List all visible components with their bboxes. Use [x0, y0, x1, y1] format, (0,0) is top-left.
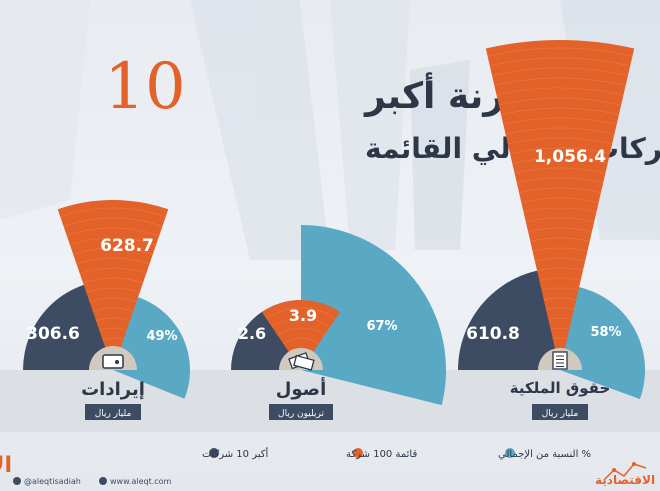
legend: أكبر 10 شركات قائمة 100 شركة % النسبة من… [202, 447, 591, 460]
brand-chart-icon [603, 463, 647, 481]
website: www.aleqt.com [110, 477, 172, 486]
brand-small: الاقتصادية [595, 473, 655, 487]
slice-total-ring [543, 297, 577, 301]
legend-swatch-total [353, 448, 363, 458]
value-label-pct: 67% [366, 319, 397, 334]
slice-total-ring [552, 337, 568, 340]
slice-total-ring [548, 317, 572, 320]
slice-total-ring [76, 257, 150, 265]
value-label-total: 3.9 [289, 306, 317, 325]
slice-total-ring [523, 207, 597, 213]
group-label-revenue: إيرادات [81, 379, 145, 400]
slice-total-ring [539, 277, 581, 281]
title-number: 10 [104, 50, 185, 124]
slice-total-ring [534, 257, 586, 262]
unit-badge-assets [269, 404, 333, 420]
slice-total-ring [519, 187, 601, 193]
slice-total-ring [503, 117, 617, 125]
slice-total-ring [505, 127, 615, 135]
slice-total-ring [550, 327, 570, 330]
slice-total-ring [514, 167, 606, 174]
slice-total-ring [96, 317, 130, 322]
value-label-top10: 306.6 [26, 324, 80, 344]
unit-label-equity: مليار ريال [542, 409, 579, 419]
value-label-pct: 58% [590, 325, 621, 340]
slice-total-ring [521, 197, 599, 203]
slice-total [485, 40, 635, 371]
slice-total-ring [271, 317, 331, 328]
slice-total-ring [487, 47, 633, 57]
slice-total-ring [537, 267, 583, 271]
unit-badge-equity [532, 404, 588, 420]
twitter-icon [13, 477, 21, 485]
unit-label-revenue: مليار ريال [95, 409, 132, 419]
slice-total-ring [73, 247, 153, 255]
slice-total-ring [507, 137, 613, 145]
donut-chart-0: 306.6 628.7 49% [23, 200, 190, 399]
brand-logo: الاقتصادية [0, 453, 12, 478]
slice-total-ring [546, 307, 574, 310]
footer: الاقتصادية @aleqtisadiah www.aleqt.com ا… [0, 453, 655, 487]
slice-pct [301, 225, 447, 406]
slice-total-ring [92, 307, 134, 312]
value-label-pct: 49% [146, 329, 177, 344]
slice-total-ring [494, 77, 626, 86]
document-icon [552, 351, 568, 370]
slice-total-ring [63, 217, 163, 227]
slice-total-ring [516, 177, 604, 184]
slice-total-ring [99, 327, 127, 331]
slice-total-ring [498, 97, 622, 106]
legend-label-total: قائمة 100 شركة [346, 449, 417, 460]
donut-chart-1: 2.6 3.9 67% [231, 225, 447, 406]
slice-total-ring [541, 287, 579, 291]
slice-top10 [458, 268, 560, 370]
slice-total-ring [501, 107, 619, 115]
group-label-equity: حقوق الملكية [510, 379, 611, 397]
slice-total-ring [532, 247, 588, 252]
slice-total-ring [530, 237, 590, 242]
slice-total-ring [69, 237, 157, 246]
unit-label-assets: تريليون ريال [278, 409, 324, 419]
slice-total-ring [282, 337, 320, 344]
group-label-assets: أصول [276, 377, 326, 400]
slice-total-ring [102, 337, 124, 340]
charts: 306.6 628.7 49% 2.6 3.9 67% 610.8 1,056.4 58% [23, 40, 646, 406]
donut-chart-2: 610.8 1,056.4 58% [458, 40, 646, 400]
slice-total-ring [60, 207, 166, 218]
slice-pct [560, 285, 646, 400]
legend-swatch-pct [505, 448, 515, 458]
slice-total-ring [496, 87, 624, 96]
slice-total-ring [89, 297, 137, 303]
slice-total-ring [489, 57, 631, 67]
slice-total-ring [266, 307, 336, 319]
slice-total-ring [512, 157, 608, 164]
cash-icon [288, 352, 315, 371]
slice-total-ring [277, 327, 325, 336]
slice-total-ring [86, 287, 140, 293]
globe-icon [99, 477, 107, 485]
slice-pct [113, 293, 190, 399]
value-label-total: 1,056.4 [534, 147, 606, 167]
slice-total [261, 300, 341, 370]
legend-label-pct: % النسبة من الإجمالي [498, 449, 591, 460]
slice-total-ring [525, 217, 595, 223]
slice-total-ring [492, 67, 628, 76]
value-label-total: 628.7 [100, 236, 154, 256]
value-label-top10: 2.6 [238, 324, 266, 343]
slice-total-ring [510, 147, 610, 154]
unit-badge-revenue [85, 404, 141, 420]
twitter-handle: @aleqtisadiah [24, 477, 81, 486]
labels-band [0, 370, 660, 432]
legend-swatch-top10 [209, 448, 219, 458]
slice-total-ring [82, 277, 144, 284]
slice-total-ring [66, 227, 160, 236]
value-label-top10: 610.8 [466, 324, 520, 344]
wallet-icon [102, 354, 124, 369]
slice-total-ring [528, 227, 592, 232]
slice-total [57, 200, 169, 370]
slice-total-ring [79, 267, 147, 274]
legend-label-top10: أكبر 10 شركات [202, 447, 269, 460]
